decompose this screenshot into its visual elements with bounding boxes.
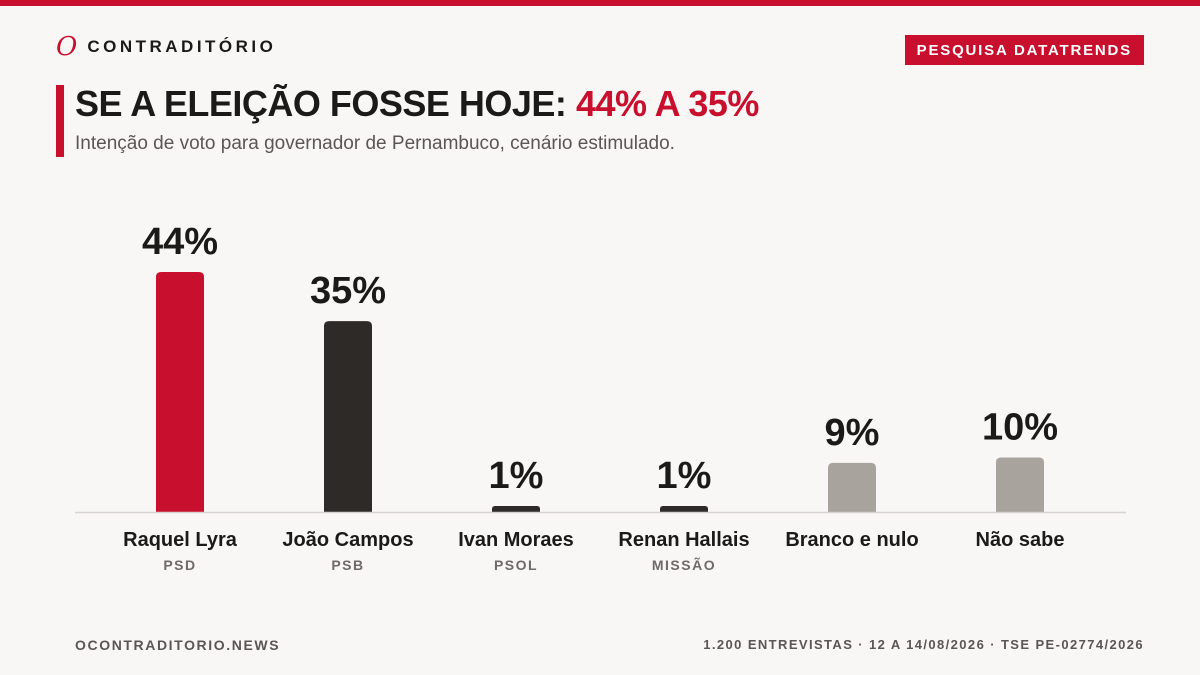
- data-label: 9%: [825, 412, 880, 454]
- party-label: PSOL: [494, 557, 538, 573]
- footer-site[interactable]: OCONTRADITORIO.NEWS: [75, 637, 281, 653]
- category-label: Branco e nulo: [785, 529, 918, 551]
- party-label: MISSÃO: [652, 556, 716, 573]
- footer-details: 1.200 ENTREVISTAS · 12 A 14/08/2026 · TS…: [703, 637, 1144, 652]
- bar: [660, 506, 708, 512]
- category-label: Raquel Lyra: [123, 529, 238, 551]
- bar: [996, 457, 1044, 512]
- top-accent-bar: [0, 0, 1200, 6]
- data-label: 1%: [489, 455, 544, 497]
- data-label: 10%: [982, 406, 1058, 448]
- bar: [156, 272, 204, 512]
- data-label: 35%: [310, 270, 386, 312]
- headline: SE A ELEIÇÃO FOSSE HOJE: 44% A 35%: [75, 82, 759, 126]
- headline-main: SE A ELEIÇÃO FOSSE HOJE:: [75, 83, 567, 124]
- category-label: Renan Hallais: [618, 529, 749, 551]
- party-label: PSB: [331, 557, 364, 573]
- title-accent-bar: [56, 85, 64, 157]
- party-label: PSD: [163, 557, 196, 573]
- category-label: Ivan Moraes: [458, 529, 574, 551]
- bar: [828, 462, 876, 512]
- brand-name: CONTRADITÓRIO: [87, 37, 277, 56]
- subtitle: Intenção de voto para governador de Pern…: [75, 133, 675, 154]
- data-label: 1%: [657, 455, 712, 497]
- category-label: João Campos: [282, 529, 413, 551]
- headline-highlight: 44% A 35%: [575, 83, 759, 124]
- source-badge: PESQUISA DATATRENDS: [904, 35, 1144, 65]
- category-label: Não sabe: [976, 529, 1065, 551]
- bar: [324, 321, 372, 512]
- brand-mark-icon: O: [56, 32, 78, 62]
- data-label: 44%: [142, 221, 218, 263]
- brand-logo[interactable]: O CONTRADITÓRIO: [56, 30, 276, 64]
- bar: [492, 506, 540, 512]
